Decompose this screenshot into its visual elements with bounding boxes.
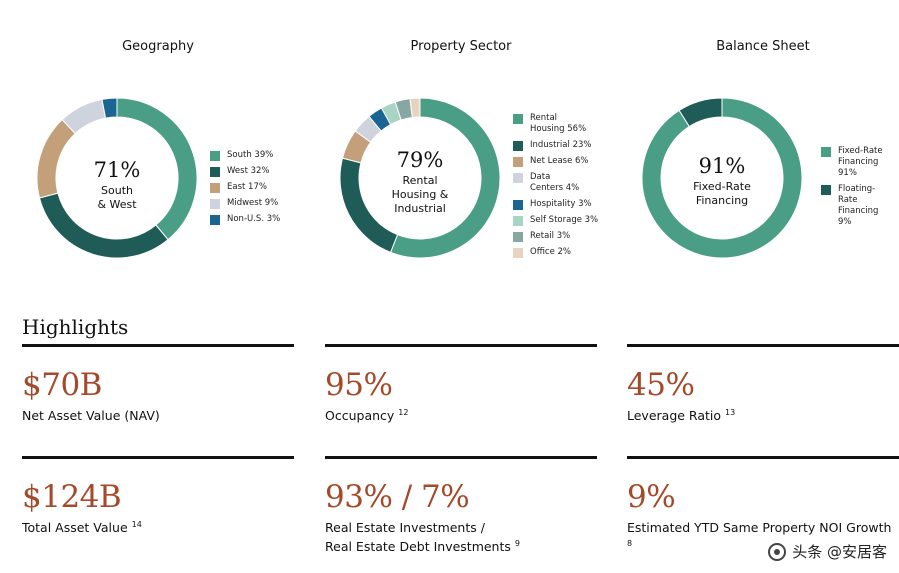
legend-swatch <box>210 215 220 225</box>
balance-sheet-center-value: 91% <box>698 154 746 178</box>
geography-center-value: 71% <box>93 158 141 182</box>
legend-item: Hospitality 3% <box>513 199 598 210</box>
highlight-investments-split: 93% / 7% Real Estate Investments / Real E… <box>325 456 597 556</box>
highlight-label: Real Estate Investments / Real Estate Deb… <box>325 520 520 554</box>
watermark-text: 头条 @安居客 <box>792 543 887 561</box>
property-sector-title: Property Sector <box>410 39 512 54</box>
legend-item: Rental Housing 56% <box>513 113 598 135</box>
legend-item: Office 2% <box>513 247 598 258</box>
legend-item: Self Storage 3% <box>513 215 598 226</box>
legend-item: Retail 3% <box>513 231 598 242</box>
legend-item: Midwest 9% <box>210 198 280 209</box>
legend-label: Midwest 9% <box>227 198 279 208</box>
legend-swatch <box>513 200 523 210</box>
watermark-logo-icon <box>768 542 787 561</box>
legend-swatch <box>513 114 523 124</box>
legend-item: Floating- Rate Financing 9% <box>821 184 883 228</box>
geography-center: 71% South & West <box>67 158 167 212</box>
legend-label: Self Storage 3% <box>530 215 599 225</box>
legend-swatch <box>821 185 831 195</box>
geography-legend: South 39% West 32% East 17% Midwest 9% Non-U… <box>210 150 280 230</box>
legend-swatch <box>513 216 523 226</box>
highlight-value: $124B <box>22 479 122 515</box>
highlight-total-asset-value: $124B Total Asset Value 14 <box>22 456 294 537</box>
donut-slice-4 <box>101 97 118 119</box>
geography-title: Geography <box>122 39 194 54</box>
legend-swatch <box>821 147 831 157</box>
highlight-label: Estimated YTD Same Property NOI Growth 8 <box>627 520 892 548</box>
legend-label: Hospitality 3% <box>530 199 592 209</box>
highlight-label: Net Asset Value (NAV) <box>22 408 160 423</box>
legend-item: West 32% <box>210 166 280 177</box>
footnote-ref: 9 <box>514 538 520 548</box>
balance-sheet-donut <box>641 97 803 259</box>
legend-label: Data Centers 4% <box>530 172 580 193</box>
highlight-nav: $70B Net Asset Value (NAV) <box>22 344 294 425</box>
highlights-title: Highlights <box>22 315 129 339</box>
legend-label: Industrial 23% <box>530 140 592 150</box>
legend-item: Data Centers 4% <box>513 172 598 194</box>
watermark: 头条 @安居客 <box>768 541 887 562</box>
property-sector-donut <box>339 97 501 259</box>
legend-item: Fixed-Rate Financing 91% <box>821 146 883 179</box>
footnote-ref: 13 <box>725 407 736 417</box>
footnote-ref: 12 <box>398 407 409 417</box>
legend-label: Fixed-Rate Financing 91% <box>838 146 883 178</box>
balance-sheet-center-label: Fixed-Rate Financing <box>693 180 751 207</box>
balance-sheet-center: 91% Fixed-Rate Financing <box>672 154 772 208</box>
highlight-value: 93% / 7% <box>325 479 470 515</box>
legend-swatch <box>513 157 523 167</box>
property-sector-center-value: 79% <box>396 148 444 172</box>
property-sector-legend: Rental Housing 56% Industrial 23% Net Leas… <box>513 113 598 263</box>
legend-swatch <box>513 232 523 242</box>
balance-sheet-legend: Fixed-Rate Financing 91% Floating- Rate F… <box>821 146 883 233</box>
geography-center-label: South & West <box>97 184 137 211</box>
highlight-noi-growth: 9% Estimated YTD Same Property NOI Growt… <box>627 456 899 556</box>
legend-swatch <box>513 173 523 183</box>
balance-sheet-title: Balance Sheet <box>716 39 810 54</box>
geography-donut <box>36 97 198 259</box>
legend-label: Retail 3% <box>530 231 571 241</box>
highlight-value: 95% <box>325 367 393 403</box>
highlight-value: 45% <box>627 367 695 403</box>
donut-slice-1 <box>678 97 723 128</box>
highlight-occupancy: 95% Occupancy 12 <box>325 344 597 425</box>
legend-item: Net Lease 6% <box>513 156 598 167</box>
highlight-value: 9% <box>627 479 676 515</box>
legend-label: Rental Housing 56% <box>530 113 587 134</box>
legend-label: East 17% <box>227 182 267 192</box>
legend-label: Office 2% <box>530 247 571 257</box>
highlight-label: Occupancy 12 <box>325 407 409 423</box>
donut-slice-0 <box>389 97 501 259</box>
legend-item: Non-U.S. 3% <box>210 214 280 225</box>
legend-item: Industrial 23% <box>513 140 598 151</box>
legend-swatch <box>513 141 523 151</box>
legend-swatch <box>210 167 220 177</box>
property-sector-center-label: Rental Housing & Industrial <box>391 174 449 215</box>
donut-slice-7 <box>409 97 421 119</box>
legend-label: Floating- Rate Financing 9% <box>838 184 879 227</box>
legend-item: South 39% <box>210 150 280 161</box>
footnote-ref: 14 <box>131 519 142 529</box>
highlight-label: Leverage Ratio 13 <box>627 407 736 423</box>
legend-swatch <box>513 248 523 258</box>
legend-swatch <box>210 199 220 209</box>
highlight-leverage: 45% Leverage Ratio 13 <box>627 344 899 425</box>
legend-swatch <box>210 183 220 193</box>
highlight-value: $70B <box>22 367 102 403</box>
legend-swatch <box>210 151 220 161</box>
legend-label: Non-U.S. 3% <box>227 214 281 224</box>
legend-label: Net Lease 6% <box>530 156 589 166</box>
legend-label: South 39% <box>227 150 274 160</box>
property-sector-center: 79% Rental Housing & Industrial <box>370 148 470 216</box>
legend-item: East 17% <box>210 182 280 193</box>
legend-label: West 32% <box>227 166 270 176</box>
footnote-ref: 8 <box>627 538 633 548</box>
donut-slice-0 <box>641 97 803 259</box>
highlight-label: Total Asset Value 14 <box>22 519 142 535</box>
